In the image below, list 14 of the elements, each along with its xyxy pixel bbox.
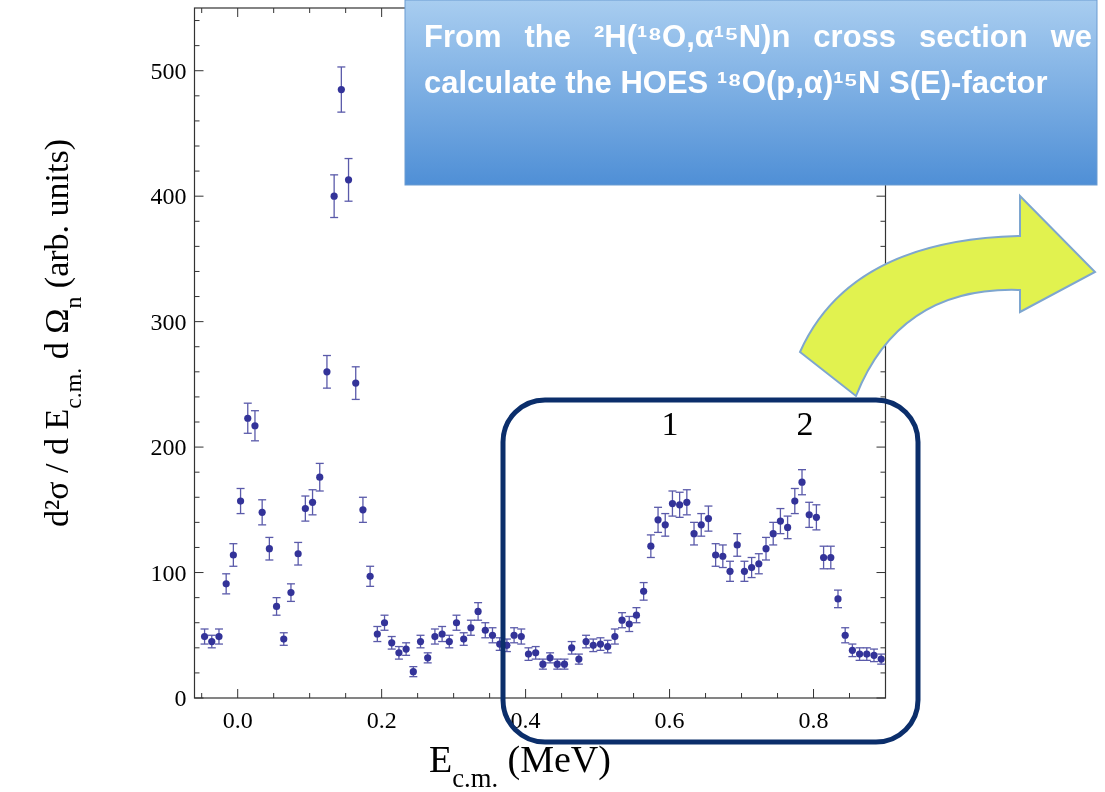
x-tick-label: 0.8 [798, 707, 829, 733]
y-tick-label: 0 [174, 685, 187, 711]
x-tick-label: 0.6 [654, 707, 685, 733]
x-tick-label: 0.2 [366, 707, 397, 733]
y-tick-label: 100 [150, 559, 187, 586]
annotation: From the ²H(¹⁸O,α¹⁵N)n cross section we calculate the HOES ¹⁸O(p,α)¹⁵N S(E)-factor [424, 18, 1092, 102]
y-tick-label: 500 [150, 57, 187, 84]
y-tick-label: 300 [150, 308, 187, 335]
annotation: 1 [661, 405, 679, 442]
x-tick-label: 0.0 [222, 707, 253, 733]
annotation: 2 [796, 405, 814, 442]
x-axis-title: E$_{c.m.}$ (MeV) [429, 738, 611, 792]
y-tick-label: 400 [150, 183, 187, 210]
y-tick-label: 200 [150, 434, 187, 461]
